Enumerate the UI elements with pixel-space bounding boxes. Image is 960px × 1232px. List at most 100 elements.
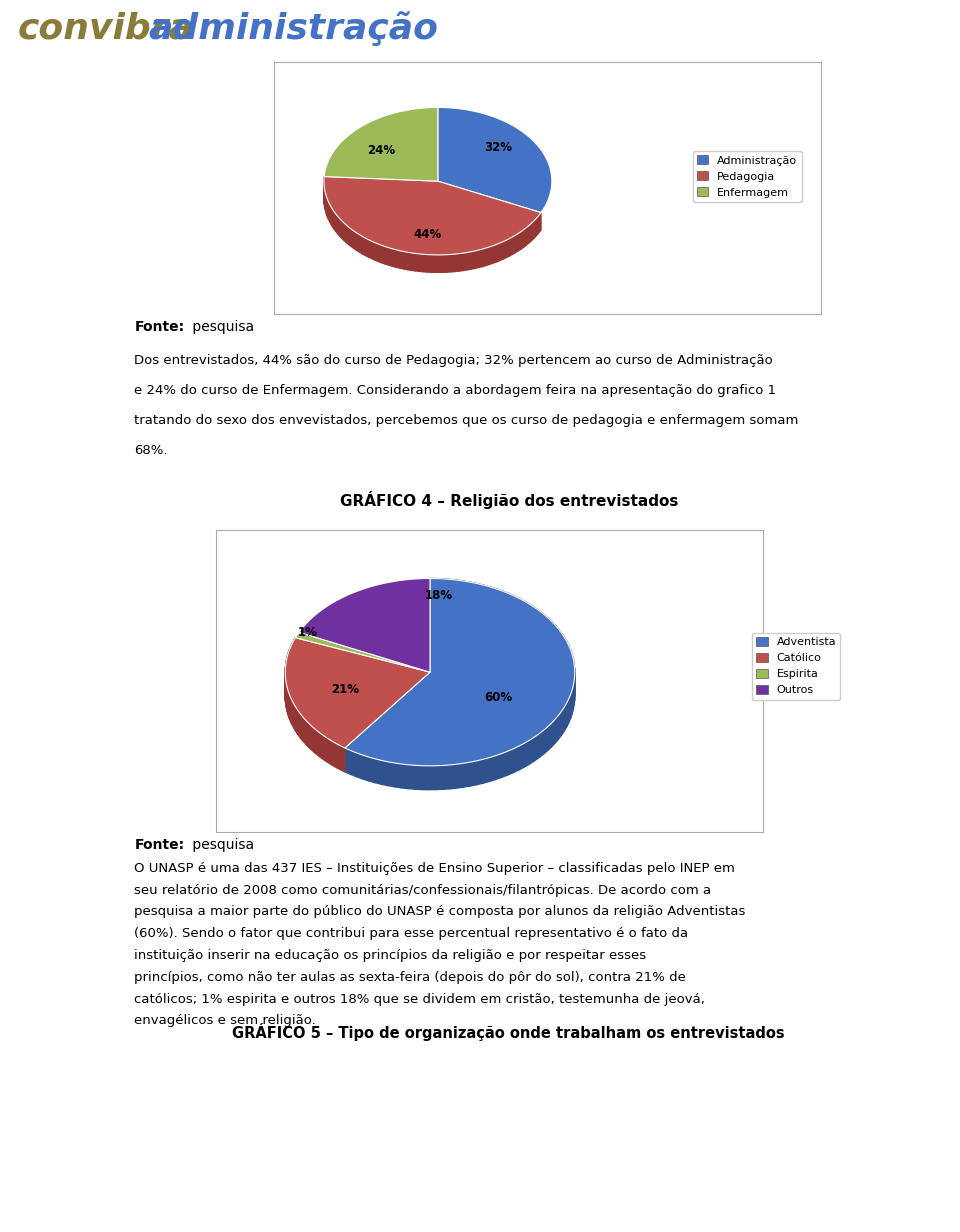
Polygon shape [508,749,514,775]
Polygon shape [334,742,335,768]
Text: pesquisa: pesquisa [188,838,254,851]
Polygon shape [562,707,564,736]
Polygon shape [524,740,529,768]
Polygon shape [521,230,523,249]
Polygon shape [342,221,344,240]
Polygon shape [486,248,489,266]
Polygon shape [552,622,556,649]
Polygon shape [509,594,515,620]
Polygon shape [297,710,299,734]
Polygon shape [400,251,404,269]
Polygon shape [401,764,408,788]
Polygon shape [556,626,559,653]
Polygon shape [422,765,429,790]
Polygon shape [388,761,395,787]
Text: 60%: 60% [484,691,513,705]
Text: administração: administração [149,11,439,46]
Polygon shape [535,607,540,634]
Text: princípios, como não ter aulas as sexta-feira (depois do pôr do sol), contra 21%: princípios, como não ter aulas as sexta-… [134,971,686,984]
Polygon shape [304,719,306,744]
Polygon shape [310,724,311,749]
Polygon shape [306,721,307,745]
Polygon shape [463,763,469,787]
Polygon shape [300,713,301,739]
Polygon shape [509,237,513,256]
Text: GRÁFICO 4 – Religião dos entrevistados: GRÁFICO 4 – Religião dos entrevistados [340,492,678,509]
Polygon shape [347,225,348,244]
Polygon shape [307,722,308,747]
Polygon shape [519,599,525,626]
Polygon shape [324,737,326,761]
Polygon shape [303,718,304,743]
Polygon shape [350,750,356,776]
Polygon shape [567,642,569,670]
Polygon shape [299,579,430,673]
Polygon shape [330,740,332,765]
Polygon shape [547,723,551,750]
Polygon shape [311,726,313,750]
Polygon shape [369,756,375,782]
Polygon shape [363,237,366,255]
Text: 68%.: 68%. [134,445,168,457]
Polygon shape [551,719,555,747]
Polygon shape [529,224,531,243]
Polygon shape [363,755,369,781]
Polygon shape [489,246,492,265]
Polygon shape [301,715,302,740]
Polygon shape [538,214,540,234]
Text: (60%). Sendo o fator que contribui para esse percentual representativo é o fato : (60%). Sendo o fator que contribui para … [134,928,688,940]
Polygon shape [503,240,506,259]
Polygon shape [438,107,552,213]
Polygon shape [313,727,314,752]
Polygon shape [534,734,539,761]
Polygon shape [341,747,343,771]
Polygon shape [285,638,430,748]
Polygon shape [345,748,350,775]
Polygon shape [469,761,476,786]
Polygon shape [316,729,317,754]
Polygon shape [443,765,449,790]
Polygon shape [548,618,552,646]
Polygon shape [420,254,423,272]
Polygon shape [356,233,359,253]
Polygon shape [324,176,541,255]
Polygon shape [447,255,451,272]
Polygon shape [338,217,340,237]
Polygon shape [332,209,334,229]
Polygon shape [344,223,347,243]
Polygon shape [474,250,478,269]
Polygon shape [559,712,562,739]
Polygon shape [525,601,530,628]
Polygon shape [444,255,447,272]
Polygon shape [348,227,351,246]
Polygon shape [328,202,330,222]
Polygon shape [340,218,342,238]
Polygon shape [459,253,463,271]
Polygon shape [540,213,541,233]
Text: convibra: convibra [17,11,193,46]
Polygon shape [378,244,382,262]
Text: católicos; 1% espirita e outros 18% que se dividem em cristão, testemunha de jeo: católicos; 1% espirita e outros 18% que … [134,993,706,1005]
Polygon shape [515,596,519,622]
Polygon shape [514,747,518,772]
Polygon shape [437,579,444,602]
Polygon shape [483,758,490,784]
Polygon shape [555,716,559,743]
Polygon shape [449,764,456,788]
Text: 21%: 21% [331,683,359,696]
Polygon shape [530,605,535,632]
Polygon shape [478,249,482,267]
Legend: Administração, Pedagogia, Enfermagem: Administração, Pedagogia, Enfermagem [692,150,802,202]
Polygon shape [296,632,430,673]
Polygon shape [568,695,570,723]
Polygon shape [319,732,320,756]
Polygon shape [429,766,436,790]
Polygon shape [444,579,450,604]
Polygon shape [496,243,499,262]
Polygon shape [395,763,401,787]
Polygon shape [523,228,526,248]
Polygon shape [499,241,503,261]
Polygon shape [299,711,300,736]
Text: Dos entrevistados, 44% são do curso de Pedagogia; 32% pertencem ao curso de Admi: Dos entrevistados, 44% são do curso de P… [134,355,773,367]
Polygon shape [491,586,496,612]
